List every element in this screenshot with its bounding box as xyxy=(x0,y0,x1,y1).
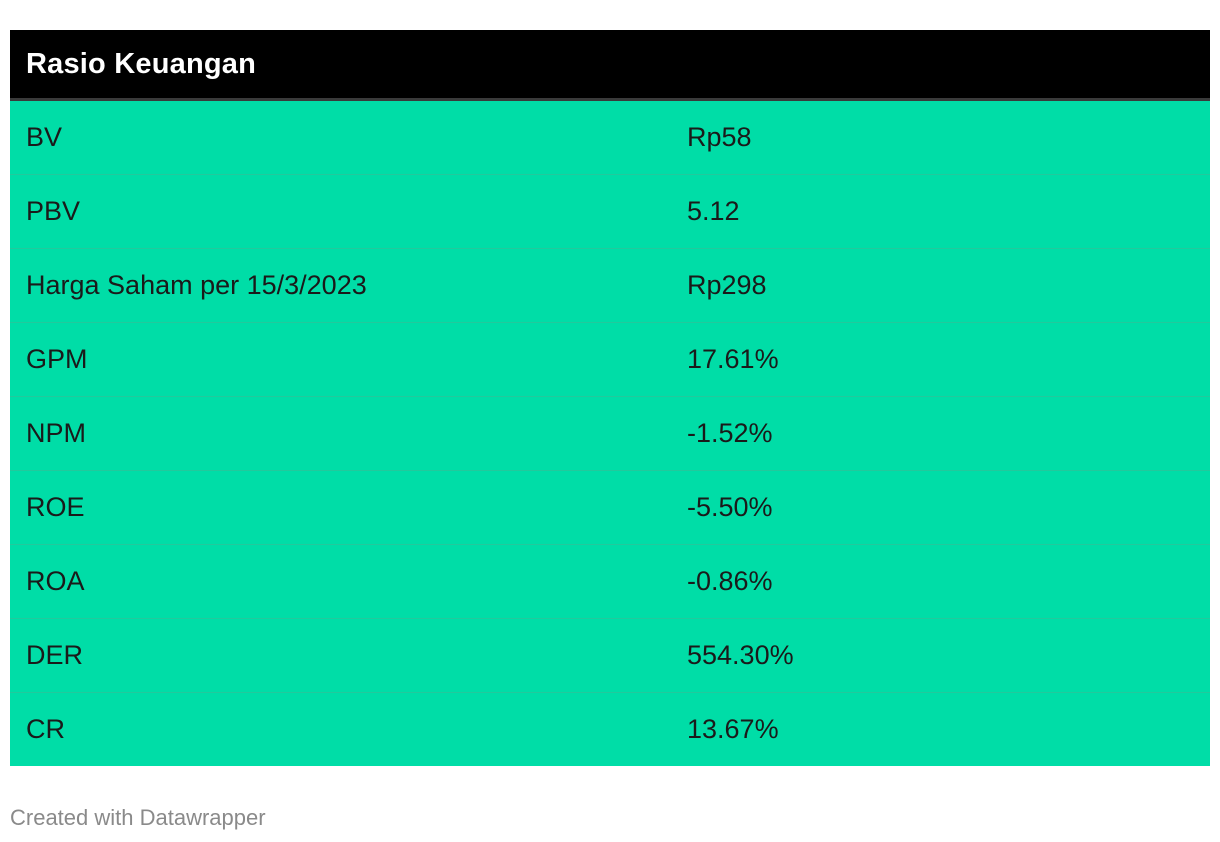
table-row: PBV 5.12 xyxy=(10,175,1210,249)
table-row: ROA -0.86% xyxy=(10,545,1210,619)
row-value: Rp298 xyxy=(687,270,767,300)
row-value: 17.61% xyxy=(687,344,779,374)
row-label: DER xyxy=(26,640,84,670)
table-row: CR 13.67% xyxy=(10,693,1210,766)
table-row: GPM 17.61% xyxy=(10,323,1210,397)
row-value: -1.52% xyxy=(687,418,773,448)
row-label: NPM xyxy=(26,418,86,448)
financial-ratio-table: Rasio Keuangan BV Rp58 PBV 5.12 Harga Sa… xyxy=(10,30,1210,766)
table-row: BV Rp58 xyxy=(10,101,1210,175)
row-label: CR xyxy=(26,714,65,744)
row-label: Harga Saham per 15/3/2023 xyxy=(26,270,367,300)
table-body: BV Rp58 PBV 5.12 Harga Saham per 15/3/20… xyxy=(10,101,1210,766)
table-row: Harga Saham per 15/3/2023 Rp298 xyxy=(10,249,1210,323)
row-label: GPM xyxy=(26,344,88,374)
row-value: 5.12 xyxy=(687,196,740,226)
row-label: PBV xyxy=(26,196,81,226)
row-label: ROE xyxy=(26,492,85,522)
row-value: 554.30% xyxy=(687,640,794,670)
table-title: Rasio Keuangan xyxy=(26,47,257,80)
row-value: Rp58 xyxy=(687,122,752,152)
row-value: -0.86% xyxy=(687,566,773,596)
row-label: ROA xyxy=(26,566,85,596)
row-label: BV xyxy=(26,122,63,152)
table-header: Rasio Keuangan xyxy=(10,30,1210,101)
table-row: ROE -5.50% xyxy=(10,471,1210,545)
table-row: NPM -1.52% xyxy=(10,397,1210,471)
table-row: DER 554.30% xyxy=(10,619,1210,693)
row-value: 13.67% xyxy=(687,714,779,744)
row-value: -5.50% xyxy=(687,492,773,522)
datawrapper-credit: Created with Datawrapper xyxy=(10,805,266,830)
